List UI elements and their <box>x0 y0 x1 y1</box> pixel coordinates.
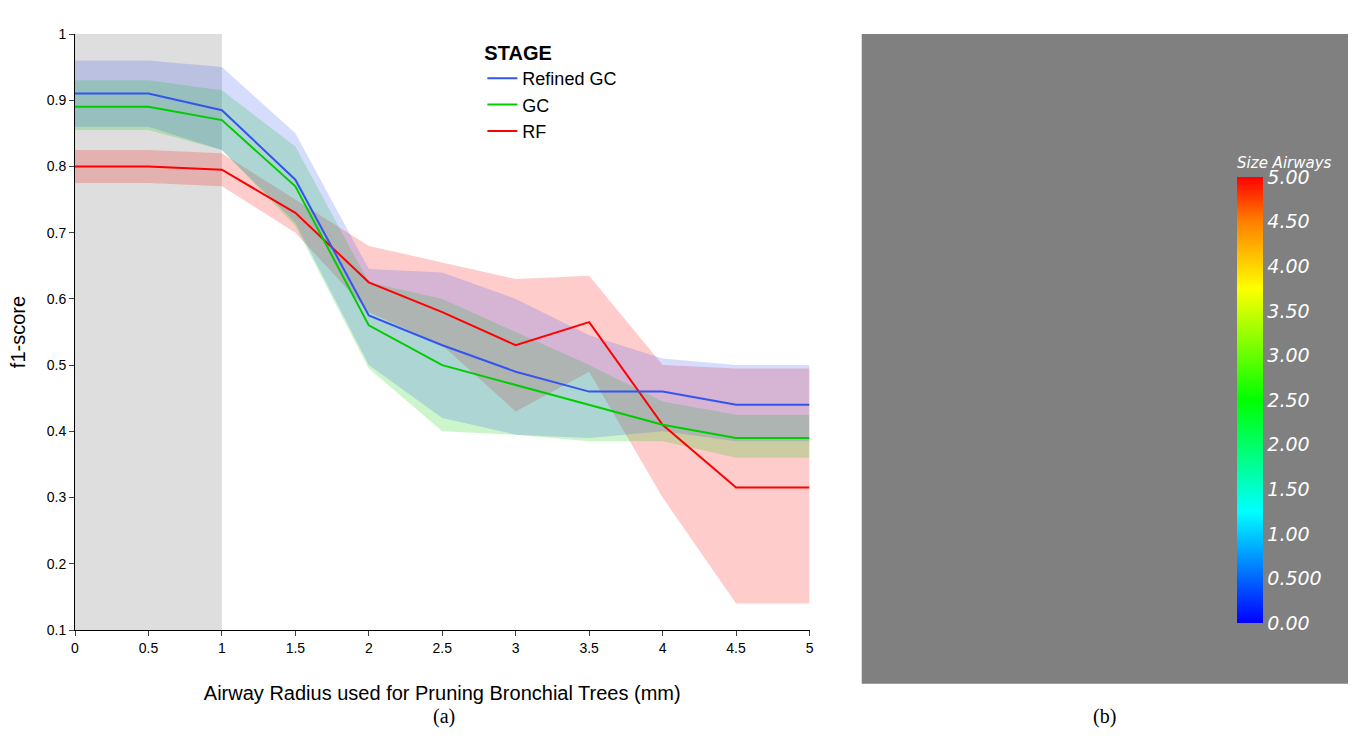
svg-text:2.00: 2.00 <box>1267 433 1309 455</box>
svg-text:2.5: 2.5 <box>433 640 453 656</box>
svg-text:0.1: 0.1 <box>47 622 67 638</box>
svg-text:5.00: 5.00 <box>1267 166 1309 188</box>
svg-text:0.6: 0.6 <box>47 291 67 307</box>
svg-text:0.500: 0.500 <box>1267 567 1321 589</box>
svg-text:f1-score: f1-score <box>7 296 29 368</box>
svg-text:5: 5 <box>806 640 814 656</box>
svg-text:1.50: 1.50 <box>1267 478 1309 500</box>
svg-text:0.00: 0.00 <box>1267 612 1309 634</box>
svg-text:(b): (b) <box>1093 705 1116 728</box>
svg-text:STAGE: STAGE <box>484 42 551 64</box>
svg-text:1: 1 <box>218 640 226 656</box>
svg-text:1.00: 1.00 <box>1267 523 1309 545</box>
svg-text:0.7: 0.7 <box>47 225 67 241</box>
svg-text:4.5: 4.5 <box>726 640 746 656</box>
svg-text:2.50: 2.50 <box>1267 389 1309 411</box>
svg-text:0.5: 0.5 <box>47 357 67 373</box>
svg-text:GC: GC <box>522 96 549 116</box>
svg-text:3.5: 3.5 <box>579 640 599 656</box>
svg-text:0.4: 0.4 <box>47 423 67 439</box>
svg-text:0.2: 0.2 <box>47 556 67 572</box>
svg-text:2: 2 <box>365 640 373 656</box>
svg-text:4.00: 4.00 <box>1267 255 1309 277</box>
svg-text:RF: RF <box>522 122 546 142</box>
svg-text:Refined GC: Refined GC <box>522 69 616 89</box>
svg-text:(a): (a) <box>433 705 455 728</box>
svg-text:0.9: 0.9 <box>47 92 67 108</box>
svg-text:0.8: 0.8 <box>47 158 67 174</box>
svg-text:3: 3 <box>512 640 520 656</box>
svg-text:1: 1 <box>58 26 66 42</box>
svg-text:Size Airways: Size Airways <box>1237 154 1331 172</box>
svg-text:Airway Radius used for Pruning: Airway Radius used for Pruning Bronchial… <box>204 682 681 704</box>
svg-text:4: 4 <box>659 640 667 656</box>
svg-text:1.5: 1.5 <box>286 640 306 656</box>
svg-text:0.3: 0.3 <box>47 489 67 505</box>
svg-text:3.50: 3.50 <box>1267 300 1309 322</box>
svg-text:0.5: 0.5 <box>139 640 159 656</box>
svg-text:3.00: 3.00 <box>1267 344 1309 366</box>
svg-text:0: 0 <box>71 640 79 656</box>
svg-text:4.50: 4.50 <box>1267 210 1309 232</box>
